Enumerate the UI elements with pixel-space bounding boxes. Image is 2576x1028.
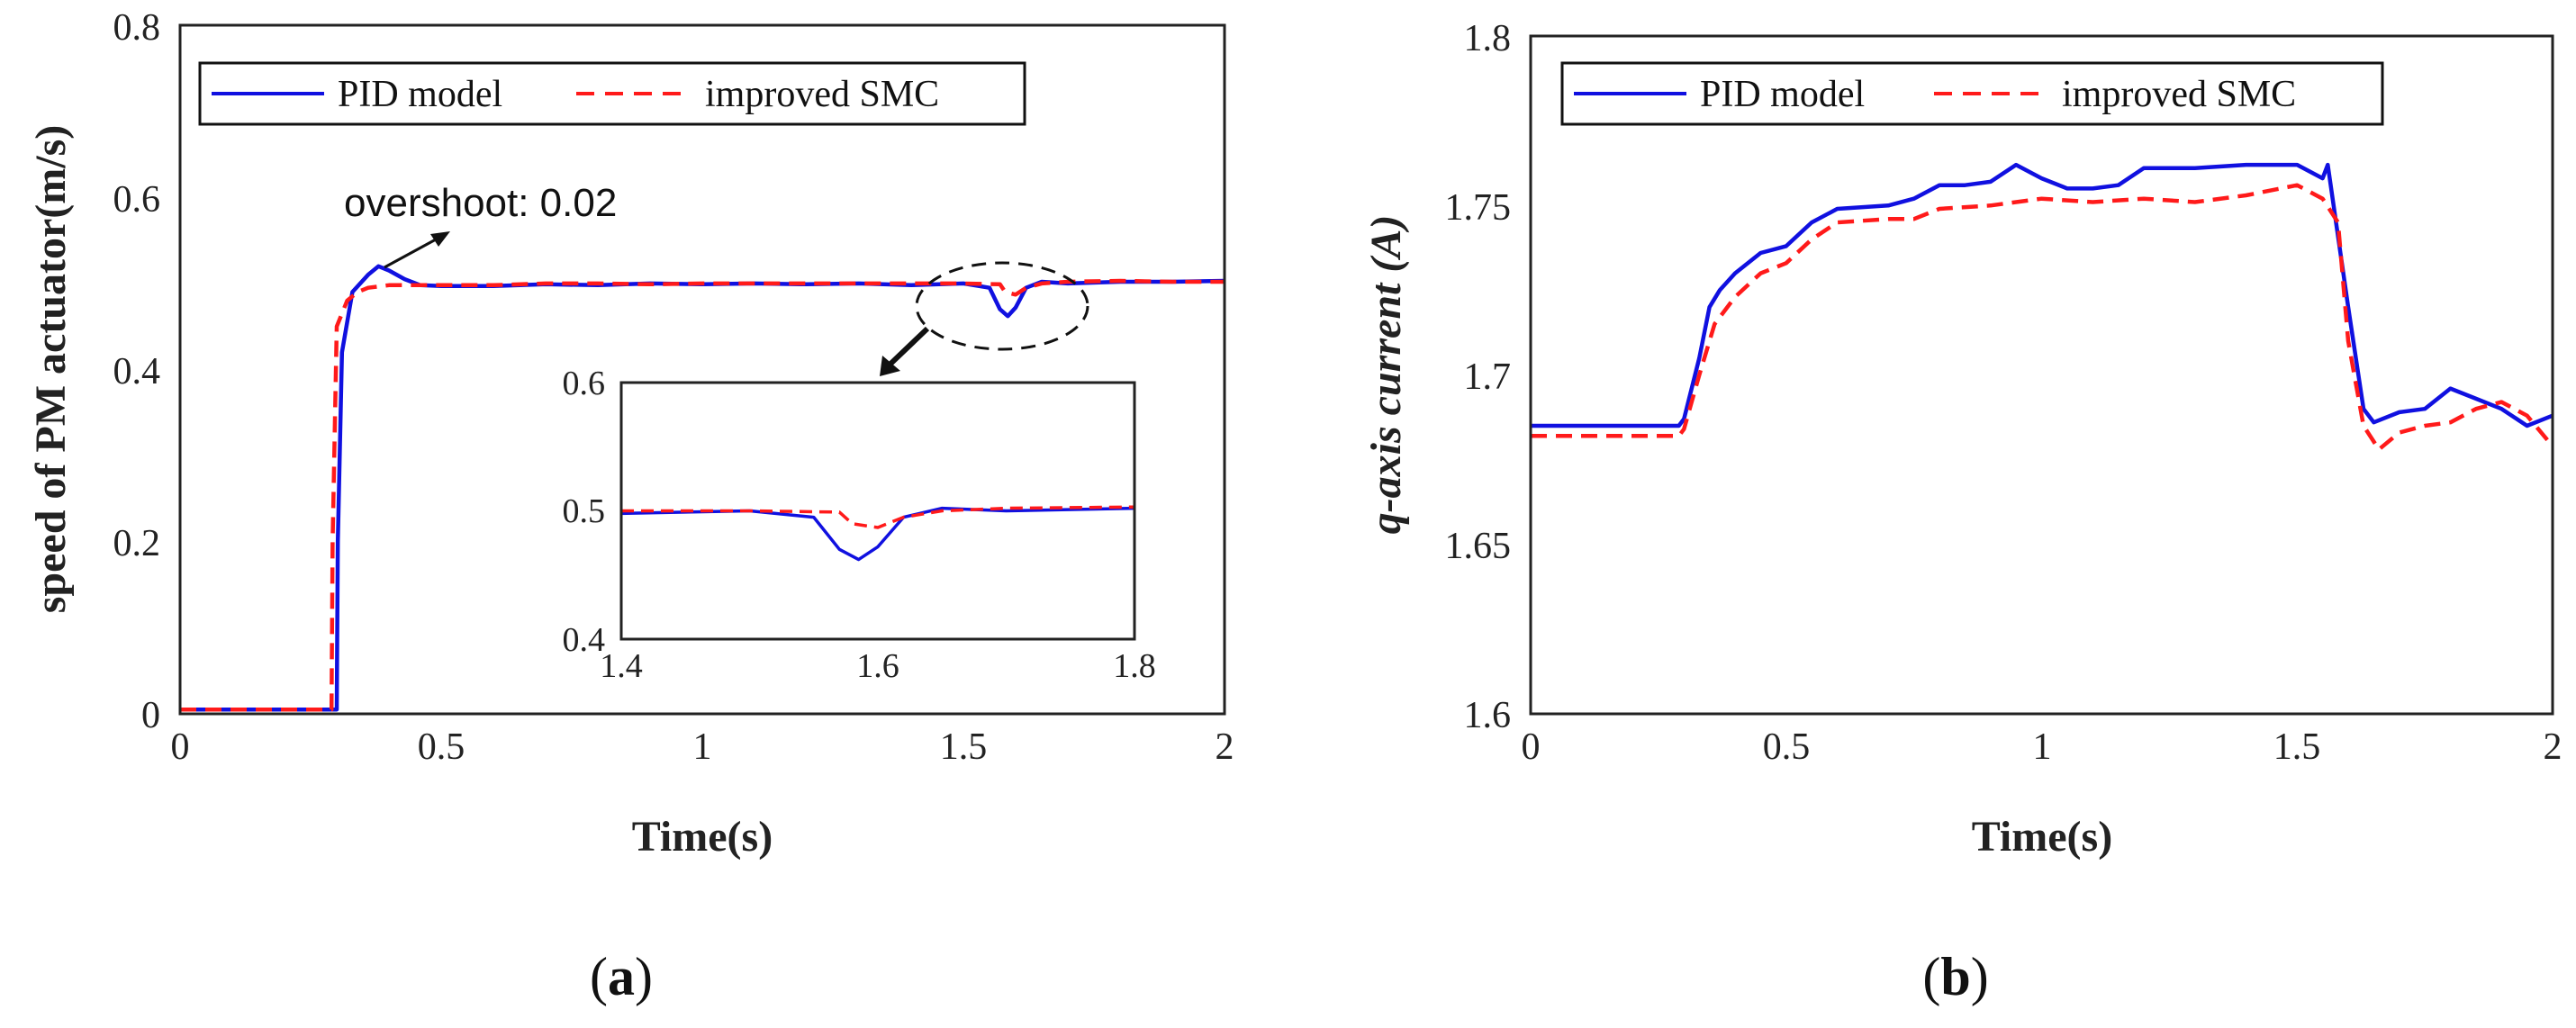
chart-b-xtick: 1 [2033, 726, 2052, 768]
chart-a-ytick: 0 [141, 695, 160, 736]
chart-a-inset-frame [619, 381, 1136, 641]
chart-a-xlabel: Time(s) [632, 813, 773, 861]
chart-a-inset: 0.4 0.5 0.6 1.4 1.6 1.8 [563, 365, 1156, 685]
chart-a-annotation-arrowhead [430, 231, 450, 247]
series-line-improved-smc [1531, 183, 2554, 452]
chart-a-ytick: 0.4 [113, 351, 161, 392]
chart-b-ytick: 1.8 [1464, 18, 1512, 59]
chart-a-legend-label-smc: improved SMC [705, 74, 939, 115]
chart-b: 1.6 1.65 1.7 1.75 1.8 0 0.5 1 1.5 2 Time… [1362, 18, 2562, 1006]
chart-a-ytick: 0.2 [113, 523, 161, 564]
chart-a-ytick: 0.6 [113, 179, 161, 221]
chart-a-inset-ytick: 0.5 [563, 492, 606, 530]
chart-a: 0 0.2 0.4 0.6 0.8 0 0.5 1 1.5 2 Time(s) … [27, 7, 1234, 1006]
chart-b-ylabel: q-axis current (A) [1362, 215, 1410, 535]
chart-a-zoom-arrow [884, 326, 930, 370]
chart-a-xtick: 0 [171, 726, 190, 768]
chart-a-ytick: 0.8 [113, 7, 161, 49]
chart-b-xtick: 2 [2544, 726, 2562, 768]
chart-a-annotation: overshoot: 0.02 [344, 181, 617, 225]
chart-a-legend: PID model improved SMC [198, 61, 1026, 126]
chart-a-xtick: 1 [693, 726, 712, 768]
chart-a-ylabel: speed of PM actuator(m/s) [27, 125, 75, 614]
chart-b-xtick: 1.5 [2273, 726, 2321, 768]
chart-b-xtick: 0.5 [1763, 726, 1811, 768]
chart-a-inset-ytick: 0.4 [563, 621, 606, 659]
chart-b-panel-label: (b) [1922, 947, 1988, 1006]
chart-a-inset-xtick: 1.4 [600, 647, 643, 685]
chart-a-inset-ytick: 0.6 [563, 365, 606, 402]
chart-a-inset-xtick: 1.8 [1113, 647, 1156, 685]
chart-b-ytick: 1.6 [1464, 695, 1512, 736]
chart-b-legend: PID model improved SMC [1560, 61, 2384, 126]
chart-b-xtick: 0 [1522, 726, 1541, 768]
chart-b-legend-label-pid: PID model [1700, 74, 1865, 115]
chart-a-plot-frame [178, 23, 1226, 716]
chart-a-zoom-arrowhead [880, 356, 900, 376]
series-line-improved-smc [180, 278, 1225, 712]
chart-a-zoom-ellipse [915, 261, 1089, 351]
chart-a-inset-xtick: 1.6 [856, 647, 899, 685]
chart-b-ytick: 1.7 [1464, 356, 1512, 398]
chart-b-plot-frame [1529, 34, 2554, 716]
series-line-improved-smc [621, 505, 1135, 529]
chart-a-legend-label-pid: PID model [338, 74, 502, 115]
chart-a-inset-series [620, 505, 1135, 562]
chart-a-panel-label: (a) [590, 947, 653, 1006]
chart-a-series [180, 264, 1225, 712]
series-line-pid-model [1531, 162, 2553, 428]
chart-a-xtick: 2 [1216, 726, 1234, 768]
chart-b-ytick: 1.65 [1445, 526, 1512, 567]
chart-b-ytick: 1.75 [1445, 187, 1512, 229]
chart-b-xlabel: Time(s) [1972, 813, 2112, 861]
chart-a-xtick: 0.5 [418, 726, 465, 768]
chart-a-xtick: 1.5 [940, 726, 988, 768]
chart-b-legend-label-smc: improved SMC [2062, 74, 2296, 115]
chart-b-series [1531, 162, 2554, 452]
